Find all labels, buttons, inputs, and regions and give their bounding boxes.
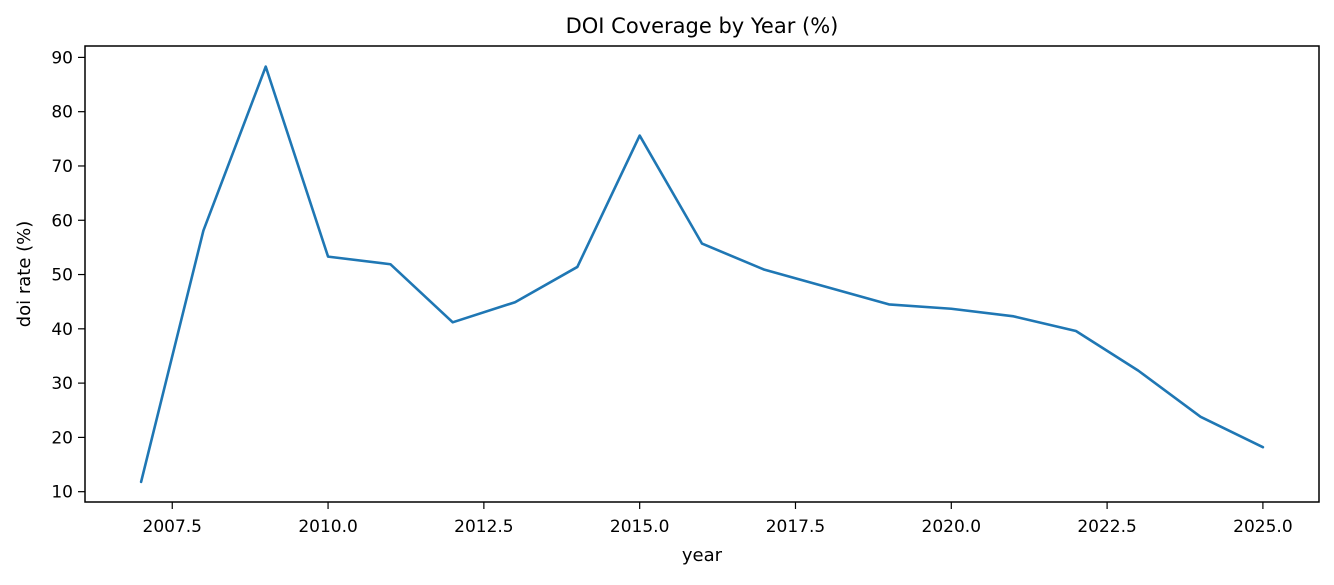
y-tick-label: 50 <box>51 266 73 286</box>
x-tick-label: 2015.0 <box>610 517 669 537</box>
y-tick-label: 10 <box>51 483 73 503</box>
x-tick-label: 2017.5 <box>766 517 825 537</box>
x-tick-label: 2010.0 <box>298 517 357 537</box>
y-tick-label: 60 <box>51 211 73 231</box>
y-axis-label: doi rate (%) <box>14 221 35 328</box>
y-axis: 10 20 30 40 50 60 70 80 90 <box>51 48 85 502</box>
y-tick-label: 70 <box>51 157 73 177</box>
x-tick-label: 2012.5 <box>454 517 513 537</box>
x-tick-label: 2022.5 <box>1077 517 1136 537</box>
y-tick-label: 80 <box>51 103 73 123</box>
x-axis: 2007.5 2010.0 2012.5 2015.0 2017.5 2020.0 2022… <box>143 502 1293 537</box>
x-tick-label: 2020.0 <box>922 517 981 537</box>
chart-title: DOI Coverage by Year (%) <box>566 14 839 38</box>
y-tick-label: 20 <box>51 428 73 448</box>
plot-frame <box>85 46 1319 502</box>
y-tick-label: 40 <box>51 320 73 340</box>
plot-area <box>141 67 1263 482</box>
y-tick-label: 30 <box>51 374 73 394</box>
y-tick-label: 90 <box>51 48 73 68</box>
x-tick-label: 2007.5 <box>143 517 202 537</box>
x-tick-label: 2025.0 <box>1233 517 1292 537</box>
series-line <box>141 67 1263 482</box>
x-axis-label: year <box>682 545 723 566</box>
